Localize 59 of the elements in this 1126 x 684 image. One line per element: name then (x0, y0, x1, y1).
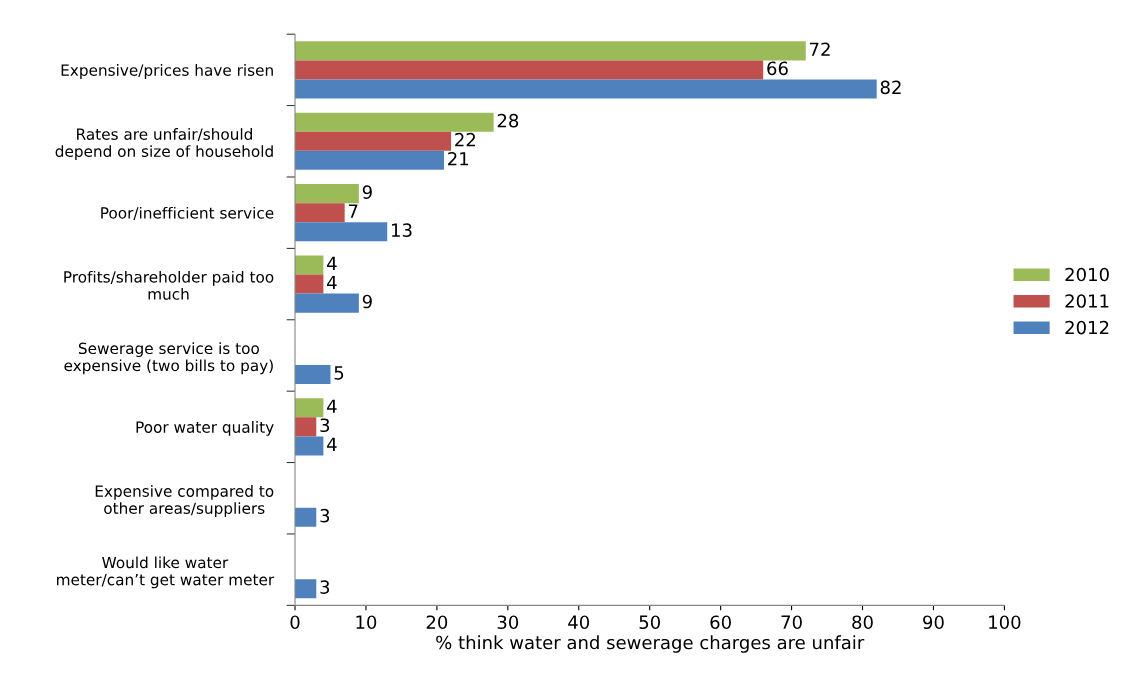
data-label: 13 (391, 223, 412, 237)
data-label: 4 (327, 437, 337, 451)
x-tick-label: 30 (497, 615, 519, 630)
bar (295, 255, 324, 275)
x-tick-label: 40 (568, 615, 590, 630)
data-label: 82 (880, 80, 901, 95)
bar (295, 150, 444, 170)
y-tick-label: Poor water quality (136, 421, 274, 436)
data-label: 3 (320, 508, 330, 523)
bar (295, 507, 317, 527)
x-tick-label: 100 (989, 615, 1021, 630)
legend-label: 2011 (1065, 294, 1109, 308)
x-tick-label: 90 (923, 615, 944, 630)
bar (295, 417, 317, 437)
bar (295, 60, 764, 80)
x-tick-label: 50 (639, 615, 660, 630)
y-tick-label: Profits/shareholder paid too much (64, 270, 274, 300)
x-tick-label: 10 (356, 615, 377, 630)
bar (295, 579, 317, 599)
y-tick-label: Expensive/prices have risen (61, 64, 273, 79)
y-tick-label: Poor/inefficient service (101, 206, 274, 220)
data-label: 9 (362, 294, 372, 309)
legend-label: 2012 (1065, 320, 1109, 335)
x-tick-label: 80 (852, 615, 873, 630)
bar (295, 112, 494, 132)
data-label: 66 (767, 61, 788, 76)
data-label: 3 (320, 418, 330, 433)
x-tick-label: 0 (290, 615, 300, 630)
y-tick-label: Sewerage service is too expensive (two bills to pay) (64, 342, 273, 375)
bar (295, 364, 331, 385)
data-label: 7 (348, 204, 358, 218)
bar (295, 398, 324, 418)
data-label: 3 (320, 580, 330, 594)
bar (295, 41, 806, 61)
bar (295, 131, 452, 151)
data-label: 4 (327, 275, 337, 290)
bar (295, 436, 324, 456)
x-tick-label: 60 (710, 615, 731, 630)
data-label: 4 (327, 399, 337, 413)
data-label: 72 (810, 42, 830, 56)
bar (295, 203, 345, 223)
x-tick-label: 20 (426, 615, 448, 630)
data-label: 4 (327, 256, 337, 271)
bar (295, 274, 324, 294)
data-label: 21 (448, 151, 469, 166)
y-tick-label: Expensive compared to other areas/suppliers (95, 485, 274, 517)
bar (295, 79, 877, 99)
bar (295, 293, 359, 313)
y-tick-label: Would like water meter/can’t get water meter (57, 556, 275, 589)
x-tick-label: 70 (781, 615, 802, 630)
bar (295, 222, 388, 242)
data-label: 22 (455, 132, 476, 147)
y-tick-label: Rates are unfair/should depend on size of household (55, 128, 273, 160)
data-label: 28 (497, 113, 519, 128)
data-label: 9 (362, 185, 372, 199)
x-axis-title: % think water and sewerage charges are unfair (436, 635, 865, 653)
bar (295, 184, 359, 204)
data-label: 5 (334, 366, 344, 380)
legend-label: 2010 (1065, 267, 1109, 282)
